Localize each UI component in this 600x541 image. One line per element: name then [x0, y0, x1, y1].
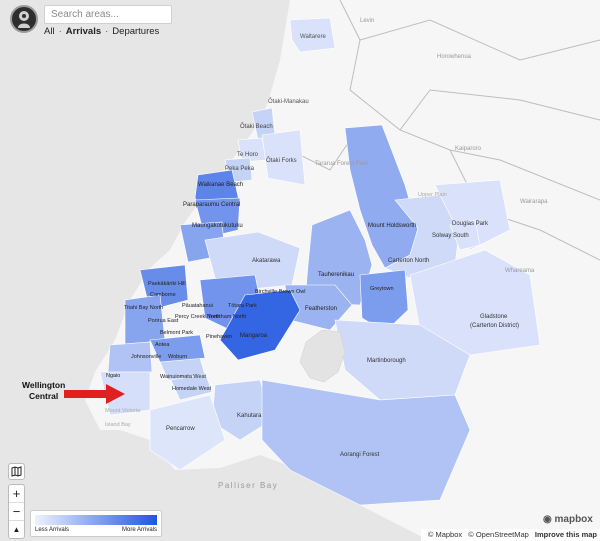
map-label-wainui: Wainuiomata West	[160, 374, 206, 380]
map-label-akatarawa: Akatarawa	[252, 258, 281, 264]
map-label-gladstone: Gladstone	[480, 314, 508, 320]
map-label-horowhenua: Horowhenua	[437, 54, 472, 60]
map-label-tararua-forest: Tararua Forest Park	[315, 161, 369, 167]
map-label-levin: Levin	[360, 18, 374, 24]
area-regions	[99, 17, 541, 506]
region-pencarrow[interactable]	[149, 394, 226, 471]
map-label-belmont: Belmont Park	[160, 330, 193, 336]
filter-all[interactable]: All	[44, 26, 55, 37]
legend: Less Arrivals More Arrivals	[30, 510, 162, 537]
search-input[interactable]	[44, 5, 172, 24]
region-suburb[interactable]	[149, 334, 206, 363]
mapbox-logo[interactable]: ◉ mapbox	[543, 514, 593, 525]
map-label-mount-victoria: Mount Victoria	[105, 408, 141, 414]
map-label-otaki-forks: Ōtaki Forks	[266, 157, 297, 164]
map-label-whareama: Whareama	[505, 268, 535, 274]
annotation-line-2: Central	[28, 391, 59, 401]
map-label-paekakariki: Paekākāriki Hill	[148, 281, 186, 287]
direction-filter: All · Arrivals · Departures	[44, 26, 159, 37]
map-label-waltarere: Waltarere	[300, 34, 326, 40]
lake-wairarapa	[299, 329, 346, 383]
filter-departures[interactable]: Departures	[112, 26, 160, 37]
map-label-homedale: Homedale West	[172, 386, 211, 392]
map-label-birchville: Birchville-Brown Owl	[255, 289, 305, 295]
region-aorangi-forest[interactable]	[261, 379, 471, 506]
map-label-waikanae-beach: Waikanae Beach	[198, 182, 243, 188]
red-arrow-icon	[64, 384, 125, 404]
map-label-totara-park: Tōtara Park	[228, 303, 257, 309]
region-suburb[interactable]	[107, 341, 153, 373]
map-label-maungakotukutuku: Maungakotukutuku	[192, 223, 243, 229]
map-label-martinborough: Martinborough	[367, 358, 406, 364]
admin-boundaries	[289, 0, 600, 261]
map-label-woburn: Woburn	[168, 354, 187, 360]
map-label-pauatahanui: Pāuatahanui	[182, 303, 213, 309]
map-label-douglas-park: Douglas Park	[452, 221, 489, 227]
plus-icon: +	[12, 486, 21, 501]
map-label-mangaroa: Mangaroa	[240, 333, 268, 339]
region--taki-forks[interactable]	[261, 129, 306, 186]
map-label-trentham: Trentham North	[208, 314, 246, 320]
map-label-island-bay: Island Bay	[105, 422, 131, 428]
map-label-otaki-manakau: Ōtaki-Manakau	[268, 98, 309, 105]
compass-button[interactable]: ▲	[9, 521, 24, 538]
map-style-button[interactable]	[8, 463, 25, 480]
map-label-titahi: Titahi Bay North	[124, 305, 163, 311]
legend-gradient	[35, 515, 157, 525]
map-label-gladstone2: (Carterton District)	[470, 323, 519, 329]
map-label-camborne: Camborne	[150, 292, 176, 298]
annotation-line-1: Wellington	[22, 380, 66, 390]
map-label-aorangi: Aorangi Forest	[340, 452, 380, 458]
mapbox-attribution[interactable]: © Mapbox	[427, 530, 463, 539]
map-labels: Waltarere Ōtaki-Manakau Ōtaki Beach Te Horo…	[105, 18, 548, 490]
region-waltarere[interactable]	[289, 17, 336, 53]
region-greytown[interactable]	[359, 269, 409, 333]
filter-separator: ·	[58, 26, 62, 37]
map-label-featherston: Featherston	[305, 306, 337, 312]
map-label-kaiparoro: Kaiparoro	[455, 146, 482, 152]
map-label-kahutara: Kahutara	[237, 413, 262, 419]
map-label-pencarrow: Pencarrow	[166, 426, 195, 432]
zoom-controls: + − ▲	[8, 484, 25, 539]
user-avatar[interactable]	[10, 5, 38, 33]
map-icon	[11, 466, 22, 477]
region-mangaroa[interactable]	[219, 289, 301, 361]
minus-icon: −	[12, 504, 21, 519]
map-label-mount-holdsworth: Mount Holdsworth	[368, 223, 416, 229]
map-label-solway-south: Solway South	[432, 233, 469, 239]
legend-high-label: More Arrivals	[121, 527, 157, 533]
map-label-wairarapa: Wairarapa	[520, 199, 548, 205]
compass-icon: ▲	[12, 525, 21, 534]
region-solway-south[interactable]	[449, 219, 481, 251]
legend-low-label: Less Arrivals	[35, 527, 70, 533]
mapbox-logo-icon: ◉	[543, 514, 552, 525]
map-label-upper-plain: Upper Plain	[418, 192, 447, 198]
filter-arrivals[interactable]: Arrivals	[65, 26, 102, 37]
zoom-in-button[interactable]: +	[9, 485, 24, 503]
attribution: © Mapbox © OpenStreetMap Improve this ma…	[420, 529, 600, 541]
region-douglas-park[interactable]	[434, 179, 511, 251]
avatar-icon	[18, 11, 30, 28]
water-label-palliser-bay: Palliser Bay	[218, 481, 278, 490]
map-label-pinehaven: Pinehaven	[206, 334, 232, 340]
map-label-tauherenikau: Tauherenikau	[318, 272, 354, 278]
map-label-porirua: Porirua East	[148, 318, 179, 324]
osm-attribution[interactable]: © OpenStreetMap	[468, 530, 529, 539]
map-label-johnsonville: Johnsonville	[131, 354, 161, 360]
filter-separator: ·	[105, 26, 109, 37]
mapbox-logo-text: mapbox	[554, 514, 593, 525]
map-label-peka-peka: Peka Peka	[225, 166, 255, 172]
map-label-paraparaumu: Paraparaumu Central	[183, 202, 240, 208]
map-label-te-horo: Te Horo	[237, 152, 259, 158]
map-label-greytown: Greytown	[370, 286, 394, 292]
map-label-aotea: Aotea	[155, 342, 170, 348]
wellington-central-annotation: Wellington Central	[22, 380, 65, 402]
map-label-ngaio: Ngaio	[106, 373, 120, 379]
zoom-out-button[interactable]: −	[9, 503, 24, 521]
map-label-otaki-beach: Ōtaki Beach	[240, 123, 273, 130]
improve-map-link[interactable]: Improve this map	[534, 530, 597, 539]
map-label-carterton-north: Carterton North	[388, 258, 429, 264]
map-label-percy: Percy Creek North	[175, 314, 220, 320]
